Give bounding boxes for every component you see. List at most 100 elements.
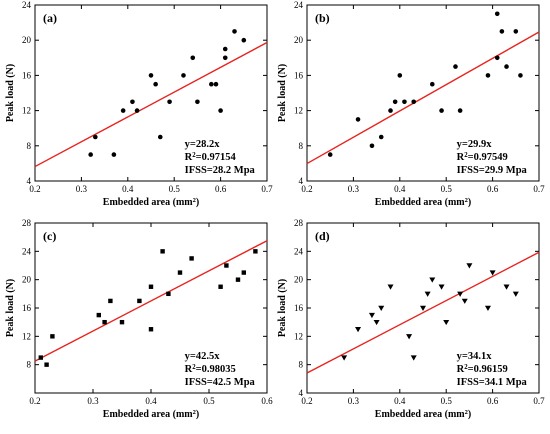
data-point bbox=[466, 263, 473, 269]
data-point bbox=[44, 362, 49, 367]
data-point bbox=[134, 108, 140, 113]
y-tick-label: 20 bbox=[22, 275, 32, 285]
data-point bbox=[222, 55, 228, 61]
data-point bbox=[461, 298, 468, 304]
data-point bbox=[50, 334, 55, 339]
fit-annotation-line: R2=0.98035 bbox=[185, 364, 236, 376]
data-point bbox=[518, 73, 523, 78]
x-axis-title: Embedded area (mm2) bbox=[103, 409, 199, 421]
panel-label: (c) bbox=[43, 229, 56, 243]
data-point bbox=[130, 99, 135, 105]
data-point bbox=[424, 291, 431, 297]
x-tick-label: 0.6 bbox=[215, 184, 227, 194]
panel-label: (a) bbox=[43, 11, 57, 25]
fit-line bbox=[306, 31, 540, 165]
data-point bbox=[166, 291, 171, 297]
data-point bbox=[209, 81, 214, 87]
y-tick-label: 24 bbox=[22, 0, 32, 10]
y-tick-label: 12 bbox=[22, 331, 31, 341]
plot-frame bbox=[306, 4, 540, 182]
data-point bbox=[503, 284, 510, 290]
data-point bbox=[388, 108, 393, 113]
y-axis-title: Peak load (N) bbox=[5, 279, 16, 337]
fit-annotation-line: y=34.1x bbox=[457, 351, 493, 362]
data-point bbox=[102, 319, 107, 325]
x-axis-title: Embedded area (mm2) bbox=[375, 409, 471, 421]
x-tick-label: 0.5 bbox=[441, 184, 453, 194]
fit-annotation-line: IFSS=29.9 Mpa bbox=[457, 165, 528, 176]
x-tick-label: 0.2 bbox=[29, 396, 40, 406]
data-point bbox=[189, 256, 194, 261]
data-point bbox=[148, 73, 154, 78]
x-tick-label: 0.4 bbox=[394, 184, 406, 194]
y-tick-label: 16 bbox=[294, 303, 304, 313]
data-point bbox=[341, 355, 348, 361]
data-point bbox=[485, 73, 491, 78]
data-point bbox=[397, 73, 403, 78]
data-point bbox=[443, 319, 450, 326]
data-point bbox=[253, 249, 258, 254]
fit-annotation-line: IFSS=42.5 Mpa bbox=[185, 377, 256, 388]
y-tick-label: 20 bbox=[22, 35, 32, 45]
data-point bbox=[513, 29, 519, 34]
data-point bbox=[410, 355, 417, 361]
fit-annotation-line: IFSS=28.2 Mpa bbox=[185, 165, 256, 176]
panel-a: 0.2 0.3 0.4 0.5 0.6 0.7 4 8 12 16 20 24 Embedded are… bbox=[5, 0, 273, 208]
data-point bbox=[420, 305, 426, 311]
data-point bbox=[438, 284, 445, 290]
fit-annotation-line: IFSS=34.1 Mpa bbox=[457, 377, 528, 388]
data-point bbox=[429, 277, 436, 283]
x-tick-label: 0.2 bbox=[301, 184, 312, 194]
data-point bbox=[439, 108, 444, 113]
data-point bbox=[457, 291, 464, 297]
y-tick-label: 4 bbox=[299, 388, 304, 398]
data-point bbox=[232, 29, 237, 34]
data-point bbox=[190, 55, 196, 61]
fit-annotation-line: R2=0.97154 bbox=[185, 152, 237, 164]
data-point bbox=[148, 327, 154, 332]
data-point bbox=[222, 46, 228, 52]
fit-line bbox=[34, 240, 268, 362]
y-tick-label: 4 bbox=[299, 176, 304, 186]
data-point bbox=[499, 29, 505, 34]
y-tick-label: 28 bbox=[294, 218, 304, 228]
x-tick-label: 0.4 bbox=[122, 184, 134, 194]
data-point bbox=[120, 108, 126, 113]
x-tick-label: 0.5 bbox=[169, 184, 181, 194]
x-tick-label: 0.2 bbox=[301, 396, 312, 406]
data-point bbox=[137, 298, 142, 304]
x-tick-label: 0.7 bbox=[533, 396, 545, 406]
x-tick-label: 0.3 bbox=[76, 184, 88, 194]
y-tick-label: 16 bbox=[294, 70, 304, 80]
y-tick-label: 20 bbox=[294, 275, 304, 285]
x-tick-label: 0.4 bbox=[145, 396, 157, 406]
data-point bbox=[213, 81, 219, 87]
y-tick-label: 12 bbox=[22, 106, 31, 116]
data-point bbox=[504, 64, 509, 69]
data-point bbox=[368, 312, 375, 319]
y-tick-label: 8 bbox=[299, 141, 304, 151]
data-point bbox=[224, 263, 229, 268]
y-tick-label: 12 bbox=[294, 106, 303, 116]
x-tick-label: 0.6 bbox=[487, 184, 499, 194]
data-point bbox=[484, 305, 491, 311]
data-point bbox=[119, 319, 125, 325]
data-point bbox=[494, 55, 500, 61]
y-tick-label: 16 bbox=[22, 303, 32, 313]
x-tick-label: 0.7 bbox=[533, 184, 545, 194]
data-point bbox=[453, 64, 458, 69]
data-point bbox=[402, 99, 407, 105]
y-axis-title: Peak load (N) bbox=[277, 64, 288, 122]
panel-label: (d) bbox=[315, 229, 330, 243]
data-point bbox=[181, 73, 186, 78]
y-tick-label: 8 bbox=[299, 360, 304, 370]
data-point bbox=[241, 270, 246, 275]
data-point bbox=[406, 334, 413, 340]
data-point bbox=[111, 152, 117, 157]
data-point bbox=[195, 99, 200, 105]
data-point bbox=[38, 355, 43, 360]
panel-d: 0.2 0.3 0.4 0.5 0.6 0.7 4 8 12 16 20 24 28 Embedded a… bbox=[277, 218, 545, 420]
data-point bbox=[153, 81, 158, 87]
fit-annotation-line: y=28.2x bbox=[185, 139, 221, 150]
y-tick-label: 8 bbox=[27, 360, 32, 370]
